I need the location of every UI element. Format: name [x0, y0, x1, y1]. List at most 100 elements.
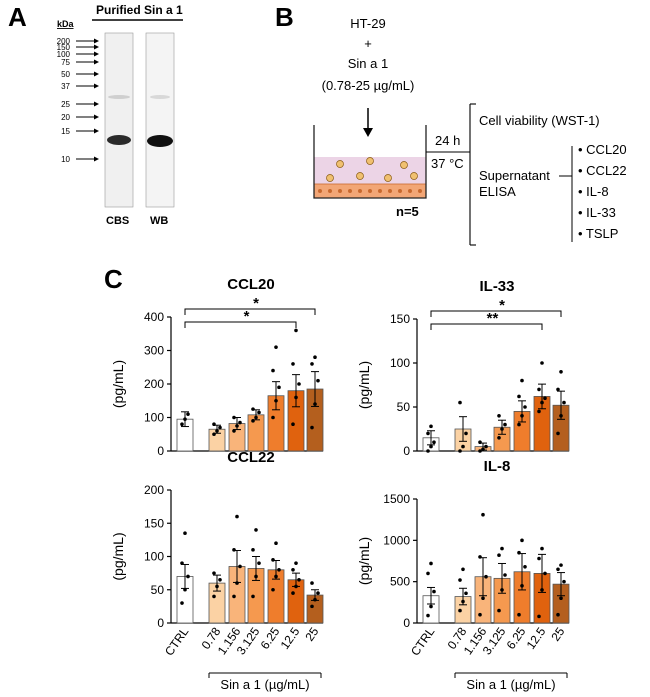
- marker-label: 150: [57, 43, 71, 52]
- data-point: [559, 414, 563, 418]
- data-point: [186, 412, 190, 416]
- data-point: [537, 409, 541, 414]
- data-point: [517, 422, 521, 427]
- data-point: [540, 361, 544, 365]
- y-tick-label: 50: [397, 400, 411, 414]
- data-point: [274, 345, 278, 349]
- data-point: [481, 447, 485, 452]
- data-point: [186, 574, 190, 579]
- y-axis-label: (pg/mL): [110, 532, 126, 580]
- data-point: [503, 573, 507, 577]
- data-point: [313, 597, 317, 602]
- data-point: [274, 541, 278, 545]
- data-point: [215, 429, 219, 433]
- data-point: [215, 584, 219, 589]
- data-point: [562, 579, 566, 584]
- data-point: [251, 548, 255, 552]
- data-point: [238, 420, 242, 425]
- data-point: [426, 613, 430, 618]
- significance-label: *: [244, 308, 250, 325]
- significance-label: **: [487, 310, 499, 327]
- data-point: [540, 546, 544, 551]
- monolayer-cell: [358, 189, 362, 193]
- data-point: [556, 431, 560, 436]
- data-point: [310, 581, 314, 585]
- data-point: [543, 396, 547, 401]
- data-point: [294, 561, 298, 565]
- data-point: [464, 431, 468, 436]
- y-axis-label: (pg/mL): [356, 361, 372, 409]
- data-point: [180, 561, 184, 565]
- data-point: [235, 581, 239, 585]
- data-point: [461, 444, 465, 449]
- data-point: [559, 370, 563, 374]
- panel-label-a: A: [8, 2, 27, 32]
- x-tick-label: CTRL: [162, 624, 192, 658]
- x-tick-label: 12.5: [278, 624, 303, 651]
- panel-a-header: Purified Sin a 1: [96, 3, 183, 17]
- kda-label: kDa: [57, 19, 75, 29]
- chart-title: CCL22: [227, 449, 275, 466]
- data-point: [517, 394, 521, 399]
- data-point: [313, 402, 317, 406]
- data-point: [212, 594, 216, 599]
- data-point: [497, 608, 501, 613]
- analyte-item: • CCL20: [578, 142, 627, 157]
- data-point: [180, 422, 184, 427]
- monolayer-cells: [318, 189, 422, 193]
- data-point: [461, 567, 465, 572]
- marker-arrowhead: [94, 44, 99, 50]
- data-point: [277, 385, 281, 390]
- data-point: [232, 548, 236, 552]
- data-point: [183, 587, 187, 592]
- y-tick-label: 200: [144, 377, 164, 391]
- marker-arrowhead: [94, 59, 99, 65]
- y-tick-label: 100: [390, 356, 410, 370]
- analyte-item: • CCL22: [578, 163, 627, 178]
- data-point: [520, 414, 524, 418]
- data-point: [271, 368, 275, 373]
- significance-label: *: [253, 295, 259, 312]
- treatment-label: Sin a 1: [348, 56, 388, 71]
- data-point: [274, 574, 278, 579]
- data-point: [458, 449, 462, 453]
- data-point: [556, 612, 560, 617]
- x-tick-label: 25: [302, 624, 321, 643]
- analyte-list: • CCL20 • CCL22 • IL-8 • IL-33 • TSLP: [578, 142, 627, 241]
- x-axis-label: Sin a 1 (µg/mL): [466, 677, 555, 692]
- data-point: [478, 440, 482, 445]
- data-point: [271, 587, 275, 592]
- data-point: [257, 410, 261, 415]
- analyte-item: • TSLP: [578, 226, 618, 241]
- data-point: [520, 378, 524, 383]
- plus-label: +: [364, 36, 372, 51]
- data-point: [310, 425, 314, 430]
- data-point: [497, 553, 501, 558]
- y-tick-label: 200: [144, 483, 164, 497]
- sin-a1-particle: [326, 174, 334, 182]
- data-point: [523, 564, 527, 569]
- data-point: [426, 431, 430, 436]
- gel-band-wb-faint: [150, 95, 170, 99]
- chart-title: IL-33: [479, 278, 514, 295]
- data-point: [313, 355, 317, 360]
- lane-label-wb: WB: [150, 215, 168, 227]
- marker-label: 200: [57, 37, 71, 46]
- x-axis-label: Sin a 1 (µg/mL): [220, 677, 309, 692]
- x-tick-label: 6.25: [258, 624, 283, 651]
- data-point: [291, 422, 295, 427]
- data-point: [517, 550, 521, 555]
- data-point: [251, 407, 255, 411]
- data-point: [297, 577, 301, 582]
- marker-label: 50: [61, 70, 70, 79]
- data-point: [458, 400, 462, 405]
- y-tick-label: 400: [144, 310, 164, 324]
- data-point: [426, 449, 430, 453]
- data-point: [500, 546, 504, 551]
- significance-bracket: [430, 323, 543, 330]
- data-point: [291, 591, 295, 595]
- data-point: [212, 422, 216, 427]
- data-point: [429, 561, 433, 566]
